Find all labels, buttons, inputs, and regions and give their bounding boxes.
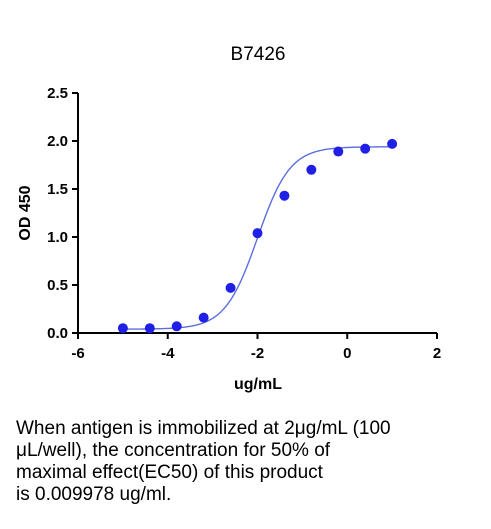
caption-line: is 0.009978 ug/ml.	[16, 484, 172, 505]
data-point	[171, 321, 182, 332]
axes: 0.0 0.5 1.0 1.5 2.0 2.5 -6 -4 -2 0 2	[47, 85, 441, 362]
data-point	[360, 143, 371, 154]
y-tick-label: 2.0	[47, 133, 68, 150]
y-tick-label: 2.5	[47, 85, 68, 102]
y-tick-label: 0.5	[47, 277, 68, 294]
y-tick-label: 1.5	[47, 181, 68, 198]
data-point	[198, 312, 209, 323]
data-points-layer	[117, 138, 398, 334]
data-point	[252, 228, 263, 239]
data-point	[144, 323, 155, 334]
data-point	[333, 146, 344, 157]
x-tick-label: -2	[251, 345, 264, 362]
chart: B7426 0.0 0.5 1.0 1.5 2.0 2.5 -6 -4 -2 0 2 ug/mL O…	[17, 44, 441, 393]
caption-line: μL/well), the concentration for 50% of	[16, 440, 331, 461]
data-point	[225, 282, 236, 293]
data-point	[279, 190, 290, 201]
data-point	[306, 164, 317, 175]
x-tick-label: -4	[161, 345, 175, 362]
y-tick-label: 1.0	[47, 229, 68, 246]
chart-title: B7426	[231, 44, 286, 65]
caption-line: maximal effect(EC50) of this product	[16, 462, 323, 483]
y-axis-label: OD 450	[17, 185, 34, 240]
x-axis-label: ug/mL	[234, 376, 282, 393]
data-point	[117, 323, 128, 334]
x-tick-label: -6	[71, 345, 84, 362]
x-tick-label: 2	[433, 345, 441, 362]
ec50-caption: When antigen is immobilized at 2μg/mL (1…	[16, 418, 486, 506]
caption-line: When antigen is immobilized at 2μg/mL (1…	[16, 418, 391, 439]
x-tick-label: 0	[343, 345, 351, 362]
data-point	[387, 138, 398, 149]
y-tick-label: 0.0	[47, 325, 68, 342]
